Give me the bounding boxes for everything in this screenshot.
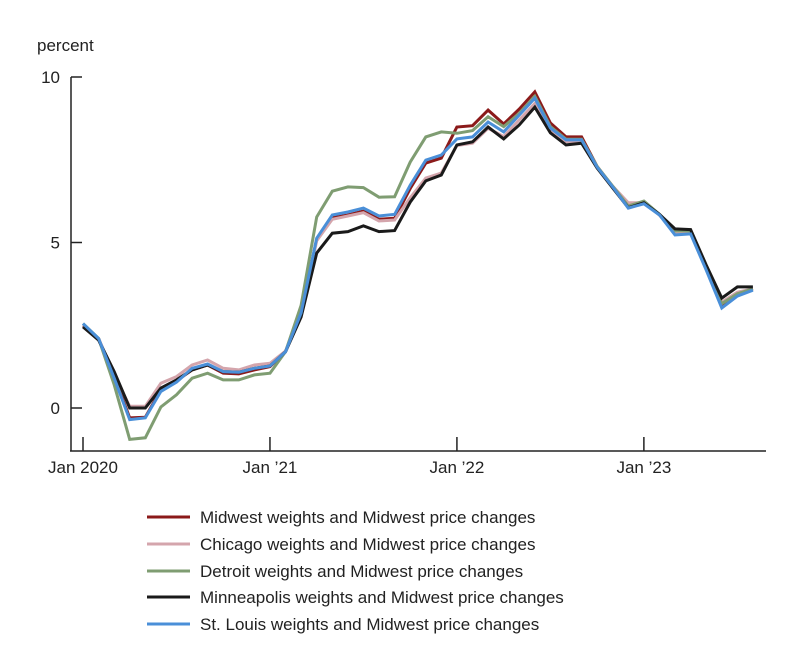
series-line-4 xyxy=(81,95,754,422)
y-tick-label: 10 xyxy=(41,68,60,87)
legend-label: Midwest weights and Midwest price change… xyxy=(200,508,535,527)
series-line-0 xyxy=(82,89,754,420)
legend-label: Chicago weights and Midwest price change… xyxy=(200,535,535,554)
legend-label: St. Louis weights and Midwest price chan… xyxy=(200,615,539,634)
x-tick-label: Jan 2020 xyxy=(48,458,118,477)
legend-label: Detroit weights and Midwest price change… xyxy=(200,562,523,581)
series-line-2 xyxy=(81,93,754,442)
y-axis-label: percent xyxy=(37,36,94,55)
legend-label: Minneapolis weights and Midwest price ch… xyxy=(200,588,564,607)
x-tick-label: Jan ’22 xyxy=(430,458,485,477)
x-tick-label: Jan ’23 xyxy=(616,458,671,477)
y-tick-label: 5 xyxy=(51,234,60,253)
x-tick-label: Jan ’21 xyxy=(243,458,298,477)
y-tick-label: 0 xyxy=(51,399,60,418)
